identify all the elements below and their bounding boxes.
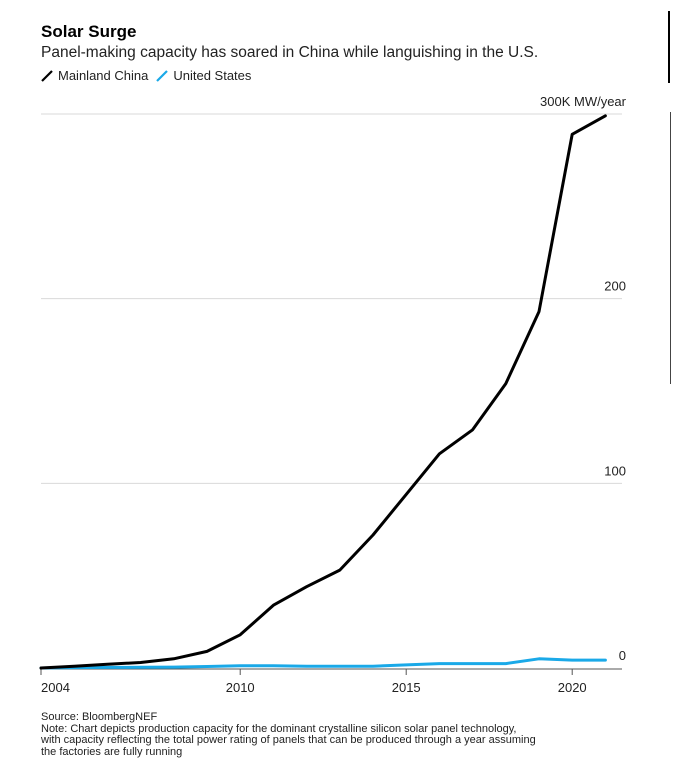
chart-title: Solar Surge: [41, 22, 137, 41]
series-layer: [39, 114, 607, 670]
legend-swatch-china: [41, 69, 53, 82]
series-line-us: [39, 657, 607, 670]
chart-subtitle: Panel-making capacity has soared in Chin…: [41, 44, 539, 61]
series-line-china: [39, 114, 607, 670]
y-tick-label-1: 100: [604, 463, 626, 478]
x-tick-label-2004: 2004: [41, 680, 70, 695]
source-text: Source: BloombergNEF: [41, 711, 158, 723]
y-tick-label-3: 300K MW/year: [540, 94, 627, 109]
label-layer: 0 100 200 300K MW/year 2004 2010 2015 2020: [41, 94, 627, 695]
legend-label-china: Mainland China: [58, 68, 149, 83]
x-tick-label-2015: 2015: [392, 680, 421, 695]
right-edge-bar-top: [668, 11, 670, 83]
legend-swatch-us: [156, 69, 169, 82]
legend-label-us: United States: [173, 68, 252, 83]
x-tick-label-2020: 2020: [558, 680, 587, 695]
legend: Mainland China United States: [41, 68, 259, 83]
legend-item-china: Mainland China: [41, 68, 148, 83]
right-edge-bar-bottom: [670, 112, 671, 384]
y-tick-label-0: 0: [619, 648, 626, 663]
note-line-2: with capacity reflecting the total power…: [41, 734, 536, 746]
grid-layer: [40, 113, 622, 675]
x-tick-label-2010: 2010: [226, 680, 255, 695]
y-tick-label-2: 200: [604, 279, 626, 294]
footer: Source: BloombergNEF Note: Chart depicts…: [41, 711, 641, 758]
legend-item-us: United States: [156, 68, 251, 83]
note-line-1: Note: Chart depicts production capacity …: [41, 722, 517, 735]
note-line-3: the factories are fully running: [41, 745, 183, 758]
